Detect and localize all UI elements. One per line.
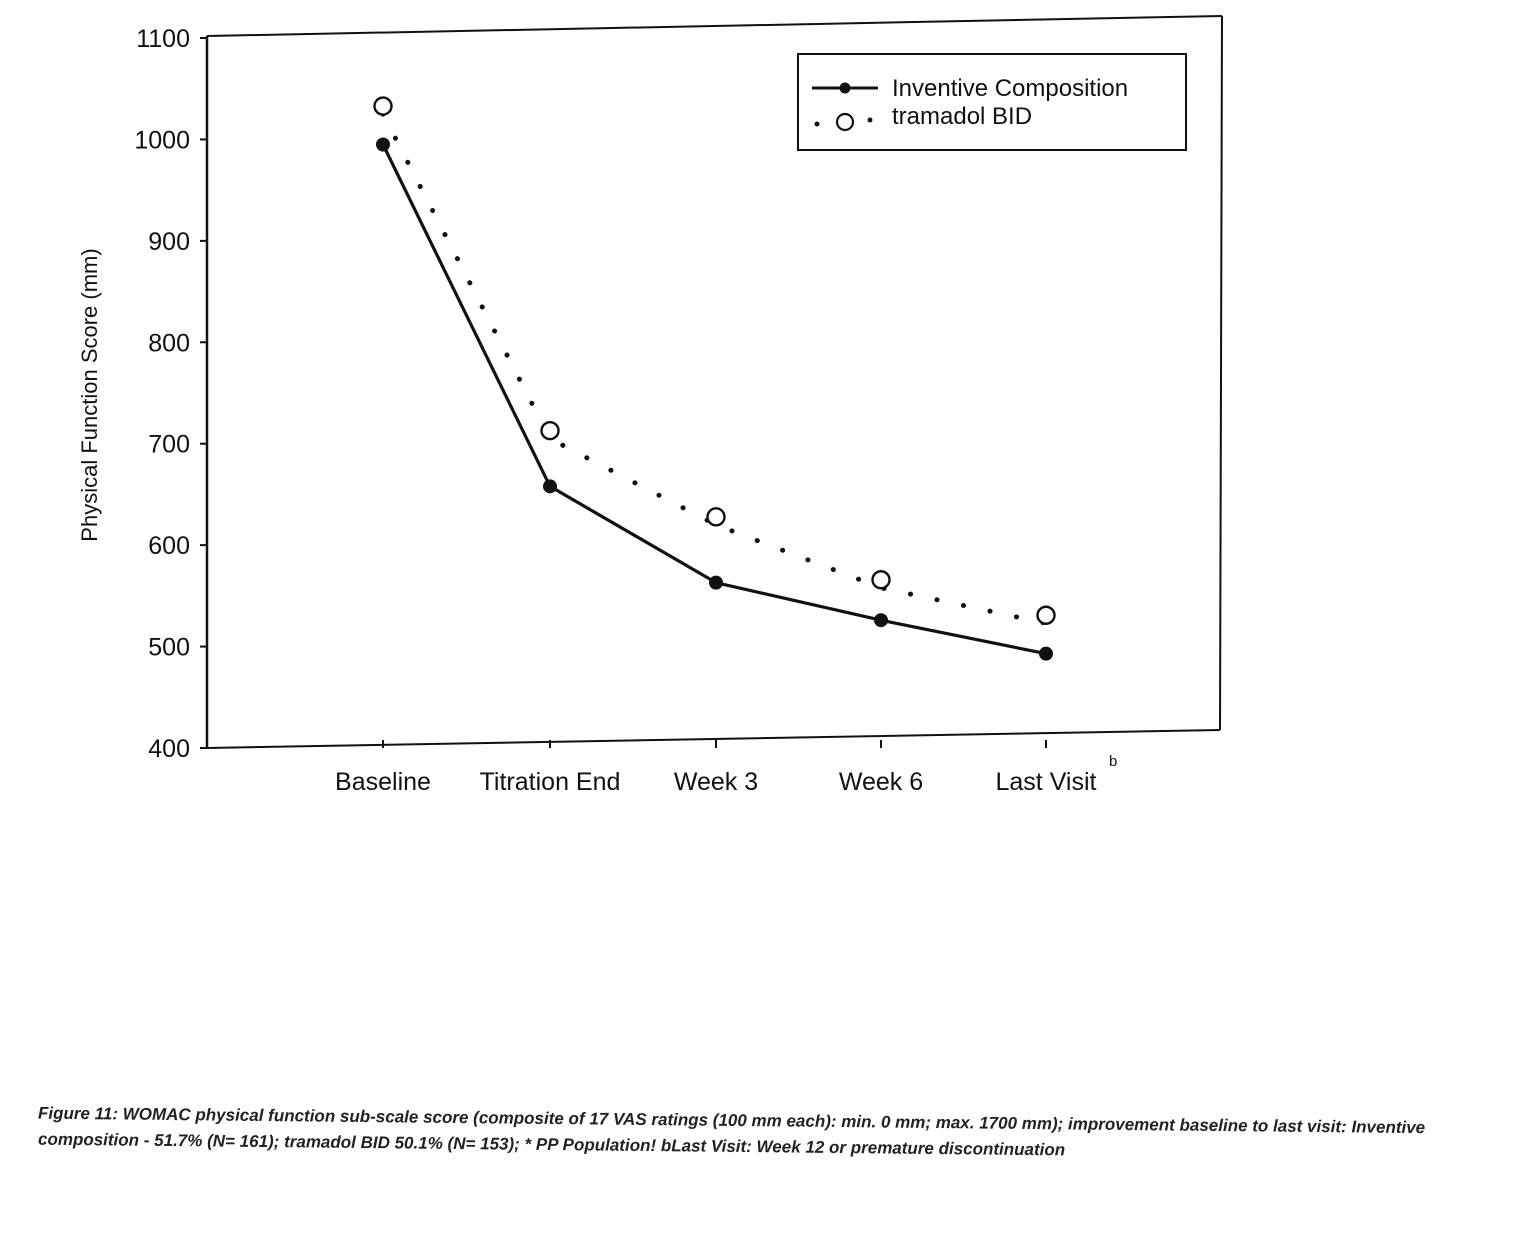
y-tick-label: 900 [148, 228, 190, 256]
y-tick-label: 700 [148, 431, 190, 459]
point-inventive [709, 575, 723, 590]
x-tick-superscript: b [1109, 753, 1117, 770]
point-inventive [376, 137, 390, 152]
point-tramadol [706, 507, 726, 527]
point-tramadol [871, 570, 891, 590]
legend-dot-right [867, 117, 873, 123]
y-tick-label: 800 [148, 329, 190, 357]
legend-marker-inventive [839, 82, 851, 94]
y-tick-label: 600 [148, 532, 190, 560]
point-inventive [543, 479, 557, 494]
y-axis-label: Physical Function Score (mm) [77, 248, 102, 541]
point-tramadol [373, 96, 393, 116]
point-tramadol [1036, 605, 1056, 625]
y-tick-label: 400 [148, 735, 190, 763]
series-line-tramadol [380, 111, 1049, 626]
x-tick-label: Week 3 [674, 768, 758, 796]
legend-dot-left [814, 121, 820, 127]
y-tick-label: 1100 [136, 25, 190, 53]
point-tramadol [540, 420, 560, 441]
x-tick-label: Titration End [480, 768, 621, 796]
legend: Inventive Composition tramadol BID [797, 53, 1187, 151]
series-layer [373, 96, 1056, 661]
y-tick-label: 500 [148, 634, 190, 662]
legend-label-tramadol: tramadol BID [892, 103, 1032, 130]
x-tick-label: Last Visit [996, 768, 1097, 796]
plot-frame [205, 15, 1223, 749]
y-tick-label: 1000 [134, 126, 190, 154]
legend-marker-tramadol [835, 112, 855, 132]
point-inventive [874, 613, 888, 628]
x-axis-ticks: Baseline Titration End Week 3 Week 6 Last Vi… [335, 740, 1117, 796]
y-axis-ticks: 400 500 600 700 800 900 1000 1100 [134, 25, 207, 763]
legend-label-inventive: Inventive Composition [892, 75, 1128, 102]
x-tick-label: Week 6 [839, 768, 923, 796]
point-inventive [1039, 646, 1053, 661]
x-tick-label: Baseline [335, 768, 431, 796]
